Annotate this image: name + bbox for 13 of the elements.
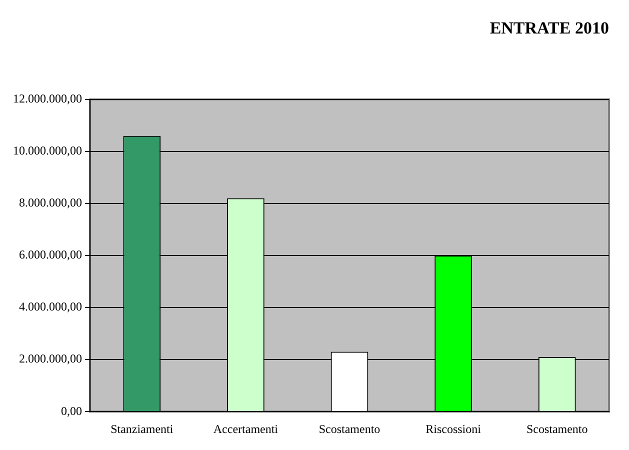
x-tick-label: Accertamenti [213,422,279,436]
chart-title: ENTRATE 2010 [490,18,609,38]
y-tick-label: 4.000.000,00 [19,300,82,314]
y-tick-label: 12.000.000,00 [13,92,82,106]
x-tick-label: Scostamento [526,422,588,436]
y-tick-label: 6.000.000,00 [19,248,82,262]
x-tick-label: Stanziamenti [110,422,174,436]
x-tick-label: Riscossioni [426,422,482,436]
y-tick-label: 0,00 [61,404,82,418]
x-tick-label: Scostamento [318,422,380,436]
y-tick-label: 2.000.000,00 [19,352,82,366]
y-tick-label: 10.000.000,00 [13,144,82,158]
y-tick-label: 8.000.000,00 [19,196,82,210]
